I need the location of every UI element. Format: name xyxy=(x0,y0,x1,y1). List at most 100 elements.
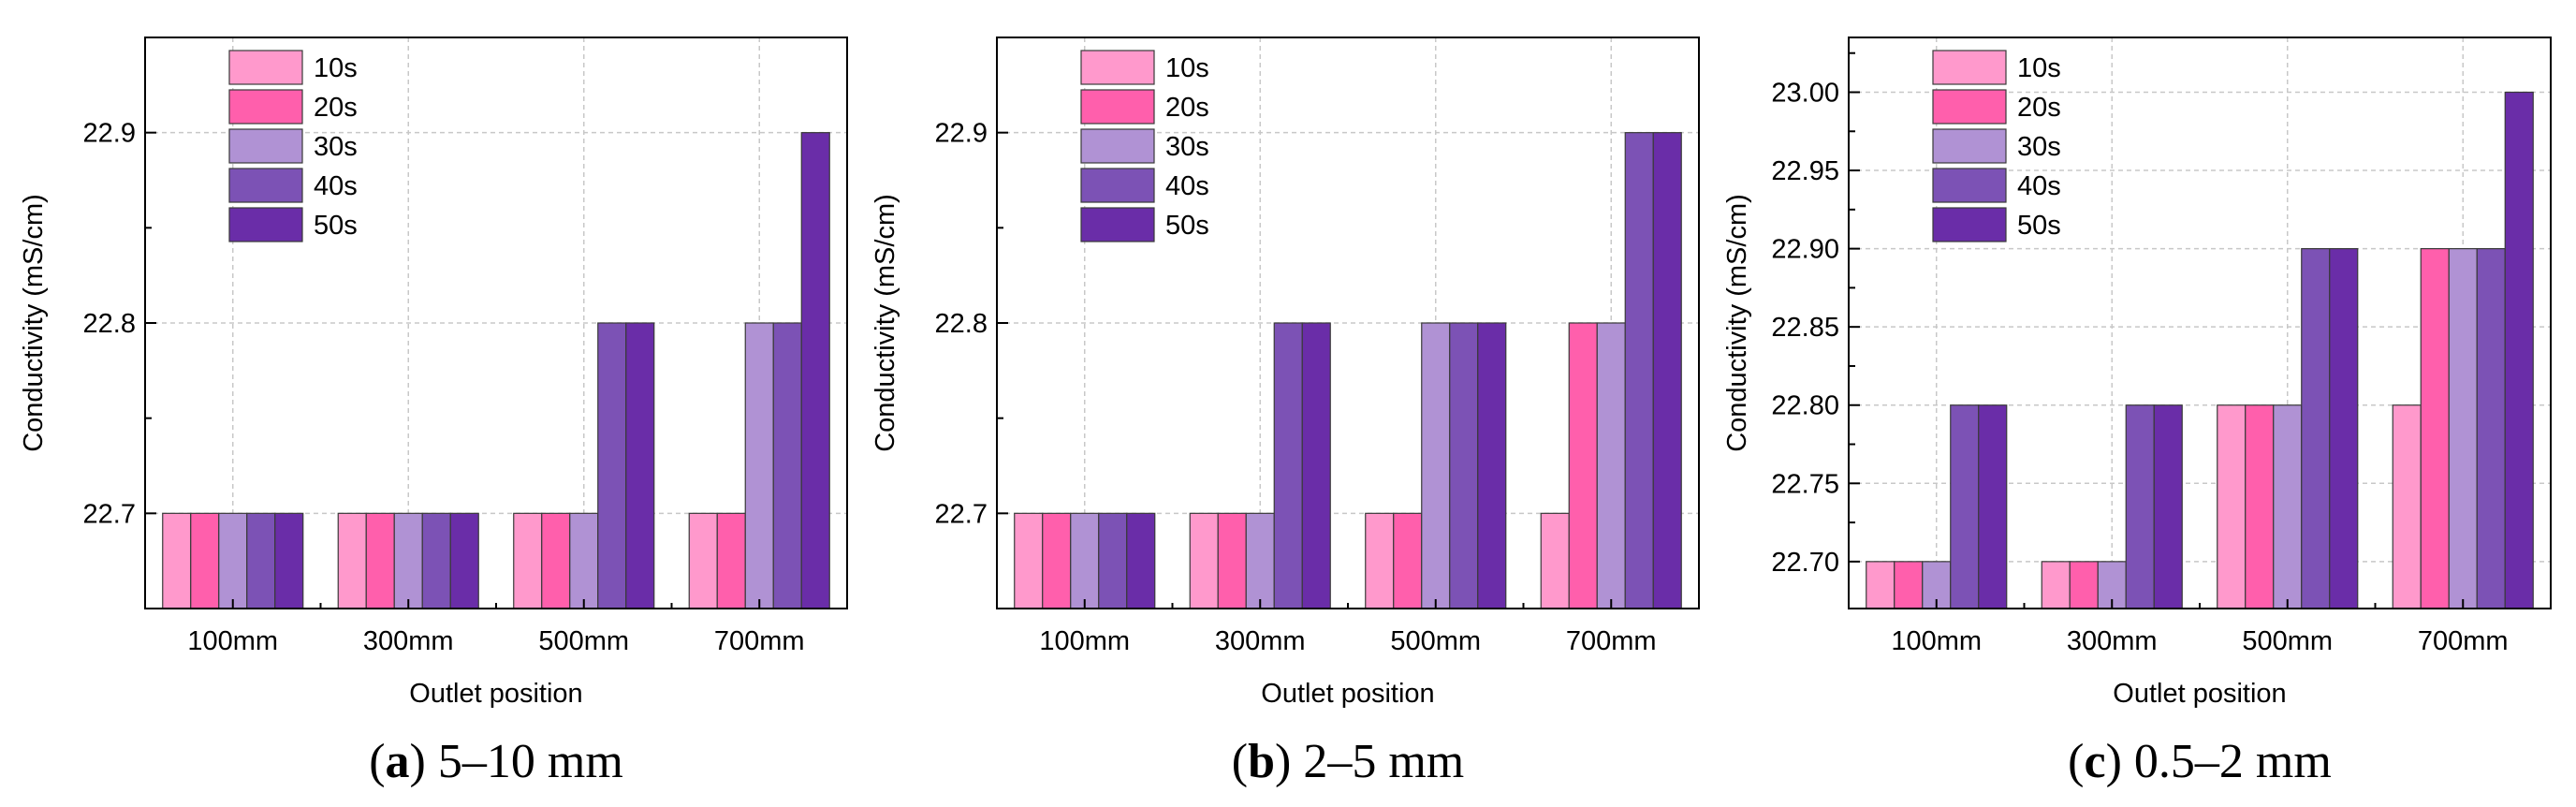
bar-20s-300mm xyxy=(365,512,395,609)
legend-swatch-30s xyxy=(1932,128,2007,164)
bar-40s-100mm xyxy=(1950,404,1980,609)
legend-label-40s: 40s xyxy=(1165,171,1209,201)
x-tick-label: 300mm xyxy=(2067,626,2158,656)
legend-label-50s: 50s xyxy=(314,211,358,241)
bar-30s-500mm xyxy=(569,512,599,609)
panel-caption: (a) 5–10 mm xyxy=(369,735,623,788)
chart-panel-c: 22.70 22.75 22.80 22.85 22.90 22.95 23.00 100mm… xyxy=(1722,37,2552,788)
x-tick-label: 500mm xyxy=(1390,626,1481,656)
caption-letter: c xyxy=(2085,735,2106,788)
x-tick-label: 700mm xyxy=(2418,626,2509,656)
caption-text: 0.5–2 mm xyxy=(2122,735,2332,788)
legend-label-20s: 20s xyxy=(1165,93,1209,123)
bar-10s-500mm xyxy=(2217,404,2247,609)
legend-swatch-40s xyxy=(228,168,303,203)
legend-label-30s: 30s xyxy=(1165,132,1209,162)
bar-30s-700mm xyxy=(744,322,774,609)
legend: 10s 20s 30s 40s 50s xyxy=(228,50,358,242)
caption-paren-open: ( xyxy=(369,735,385,788)
legend-label-50s: 50s xyxy=(2017,211,2061,241)
y-tick-label: 22.8 xyxy=(935,309,988,339)
legend-swatch-50s xyxy=(228,207,303,242)
chart-panel-b: 22.7 22.8 22.9 100mm 300mm 500mm 700mm Outlet p… xyxy=(871,37,1700,788)
legend-label-30s: 30s xyxy=(2017,132,2061,162)
y-axis-title: Conductivity (mS/cm) xyxy=(1722,194,1752,452)
y-tick-label: 22.9 xyxy=(83,119,136,149)
bar-40s-700mm xyxy=(772,322,802,609)
y-tick-label: 22.85 xyxy=(1771,313,1839,343)
bar-40s-300mm xyxy=(1273,322,1303,609)
bar-50s-300mm xyxy=(1301,322,1331,609)
y-tick-label: 23.00 xyxy=(1771,78,1839,108)
legend-swatch-10s xyxy=(1080,50,1155,85)
legend-label-20s: 20s xyxy=(2017,93,2061,123)
x-tick-label: 300mm xyxy=(1215,626,1306,656)
y-axis-title: Conductivity (mS/cm) xyxy=(871,194,900,452)
bar-40s-700mm xyxy=(1624,132,1654,609)
bar-10s-500mm xyxy=(513,512,543,609)
bar-10s-100mm xyxy=(1866,561,1895,609)
legend-label-20s: 20s xyxy=(314,93,358,123)
bar-50s-300mm xyxy=(2153,404,2183,609)
bar-20s-100mm xyxy=(1042,512,1072,609)
x-tick-label: 100mm xyxy=(1891,626,1982,656)
legend-label-50s: 50s xyxy=(1165,211,1209,241)
bar-20s-700mm xyxy=(1568,322,1598,609)
legend-swatch-40s xyxy=(1932,168,2007,203)
bar-50s-300mm xyxy=(449,512,479,609)
y-tick-label: 22.70 xyxy=(1771,548,1839,578)
y-tick-label: 22.8 xyxy=(83,309,136,339)
bar-20s-300mm xyxy=(1217,512,1247,609)
x-axis-title: Outlet position xyxy=(2113,679,2286,709)
y-tick-label: 22.75 xyxy=(1771,469,1839,499)
bar-50s-700mm xyxy=(800,132,830,609)
bar-20s-300mm xyxy=(2069,561,2099,609)
legend: 10s 20s 30s 40s 50s xyxy=(1932,50,2061,242)
bar-40s-700mm xyxy=(2476,248,2506,609)
legend-swatch-30s xyxy=(228,128,303,164)
bar-10s-700mm xyxy=(688,512,718,609)
bar-20s-500mm xyxy=(541,512,571,609)
bar-20s-500mm xyxy=(1393,512,1423,609)
x-axis-title: Outlet position xyxy=(1261,679,1434,709)
bar-10s-300mm xyxy=(2041,561,2071,609)
bar-30s-700mm xyxy=(1596,322,1626,609)
bar-40s-500mm xyxy=(2301,248,2331,609)
legend-swatch-50s xyxy=(1932,207,2007,242)
bar-30s-500mm xyxy=(1421,322,1451,609)
bar-40s-300mm xyxy=(421,512,451,609)
bar-20s-700mm xyxy=(716,512,746,609)
legend-swatch-40s xyxy=(1080,168,1155,203)
panel-caption: (c) 0.5–2 mm xyxy=(2068,735,2332,788)
bar-10s-300mm xyxy=(337,512,367,609)
y-tick-label: 22.80 xyxy=(1771,391,1839,421)
bar-40s-100mm xyxy=(246,512,276,609)
bar-30s-100mm xyxy=(1070,512,1100,609)
bar-10s-700mm xyxy=(1540,512,1570,609)
legend-swatch-20s xyxy=(1932,89,2007,125)
bar-50s-100mm xyxy=(1978,404,2008,609)
bar-30s-300mm xyxy=(393,512,423,609)
legend-swatch-10s xyxy=(1932,50,2007,85)
bar-20s-100mm xyxy=(190,512,220,609)
y-tick-label: 22.7 xyxy=(935,499,988,529)
bar-50s-100mm xyxy=(274,512,304,609)
bar-40s-500mm xyxy=(597,322,627,609)
y-tick-label: 22.90 xyxy=(1771,235,1839,265)
chart-panel-a: 22.7 22.8 22.9 100mm 300mm 500mm 700mm Outlet p… xyxy=(19,37,848,788)
legend-swatch-20s xyxy=(1080,89,1155,125)
bar-10s-100mm xyxy=(162,512,192,609)
y-tick-label: 22.9 xyxy=(935,119,988,149)
x-tick-label: 700mm xyxy=(714,626,805,656)
caption-paren-close: ) xyxy=(2106,735,2122,788)
bar-40s-100mm xyxy=(1098,512,1128,609)
bar-40s-500mm xyxy=(1449,322,1479,609)
legend-label-10s: 10s xyxy=(314,53,358,83)
bar-50s-700mm xyxy=(2504,91,2534,609)
legend-swatch-30s xyxy=(1080,128,1155,164)
bar-50s-700mm xyxy=(1652,132,1682,609)
bar-30s-100mm xyxy=(218,512,248,609)
bar-50s-500mm xyxy=(2329,248,2359,609)
caption-paren-open: ( xyxy=(2068,735,2084,788)
